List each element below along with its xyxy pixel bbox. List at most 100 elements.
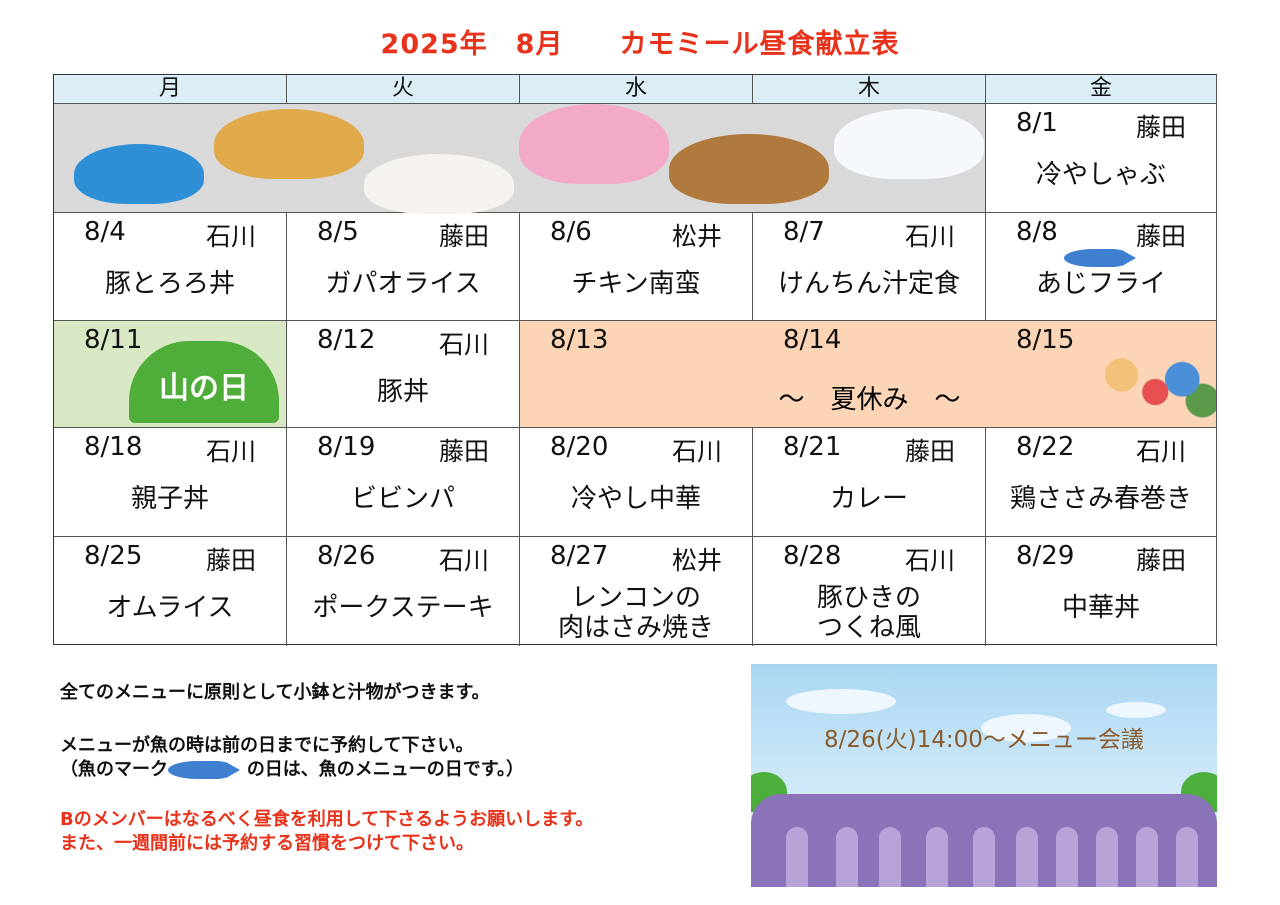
menu-item: 冷やし中華 (570, 484, 701, 514)
family-travel-icon (1081, 341, 1216, 426)
day-date: 8/6 (550, 217, 592, 247)
mountain-day-icon: 山の日 (129, 341, 279, 423)
character-illustration (519, 104, 669, 184)
menu-item: けんちん汁定食 (777, 269, 960, 299)
character-illustration (834, 109, 984, 179)
cook-name: 藤田 (205, 546, 256, 575)
day-cell: 8/12 石川 豚丼 (287, 321, 520, 428)
note-fish-reservation: メニューが魚の時は前の日までに予約して下さい。 (60, 735, 474, 756)
note-fish-mark-a: （魚のマーク (60, 759, 168, 780)
menu-item: あじフライ (1035, 269, 1166, 299)
cook-name: 藤田 (438, 437, 489, 466)
cook-name: 藤田 (438, 222, 489, 251)
cook-name: 藤田 (1135, 222, 1186, 251)
weekday-header: 月 (54, 75, 287, 104)
character-illustration (74, 144, 204, 204)
page-title: 2025年 8月 カモミール昼食献立表 (380, 29, 900, 60)
day-cell: 8/7 石川けんちん汁定食 (753, 213, 986, 321)
menu-item: 豚丼 (376, 377, 429, 407)
menu-item: 冷やしゃぶ (1035, 160, 1166, 190)
day-cell: 8/27 松井レンコンの 肉はさみ焼き (520, 537, 753, 646)
day-date: 8/7 (783, 217, 825, 247)
day-cell: 8/1 藤田 冷やしゃぶ (986, 104, 1217, 213)
day-cell: 8/22 石川鶏ささみ春巻き (986, 428, 1217, 537)
menu-item: ポークステーキ (312, 593, 494, 623)
day-date: 8/5 (317, 217, 359, 247)
fish-icon (1064, 249, 1136, 267)
menu-item: 中華丼 (1061, 593, 1140, 623)
menu-item: 親子丼 (130, 484, 209, 514)
cook-name: 石川 (904, 222, 955, 251)
menu-item: チキン南蛮 (571, 269, 701, 299)
menu-item: ビビンパ (350, 484, 455, 514)
day-cell: 8/11 山の日 (54, 321, 287, 428)
character-illustration (364, 154, 514, 214)
weekday-header: 火 (287, 75, 520, 104)
cook-name: 石川 (205, 437, 256, 466)
cook-name: 松井 (671, 546, 722, 575)
day-date: 8/14 (783, 325, 842, 355)
day-date: 8/18 (84, 432, 143, 462)
cook-name: 藤田 (904, 437, 955, 466)
day-date: 8/29 (1016, 541, 1075, 571)
day-date: 8/13 (550, 325, 609, 355)
day-cell: 8/15 (986, 321, 1217, 428)
cook-name: 石川 (438, 330, 489, 359)
weekday-header: 水 (520, 75, 753, 104)
menu-item: 豚ひきの つくね風 (816, 583, 921, 643)
day-cell: 8/20 石川冷やし中華 (520, 428, 753, 537)
day-cell: 8/19 藤田ビビンパ (287, 428, 520, 537)
cook-name: 松井 (671, 222, 722, 251)
cook-name: 石川 (1135, 437, 1186, 466)
day-cell: 8/21 藤田カレー (753, 428, 986, 537)
day-cell: 8/26 石川ポークステーキ (287, 537, 520, 646)
note-members-request: Bのメンバーはなるべく昼食を利用して下さるようお願いします。 (60, 809, 594, 830)
menu-item: カレー (829, 484, 908, 514)
menu-calendar: 月火水木金 8/1 藤田 冷やしゃぶ 8/4 石川 豚とろろ丼 8/5 藤田 ガパオライス 8/6 松… (53, 74, 1217, 646)
day-date: 8/21 (783, 432, 842, 462)
day-date: 8/20 (550, 432, 609, 462)
menu-item: ガパオライス (325, 269, 481, 299)
day-cell: 8/5 藤田ガパオライス (287, 213, 520, 321)
day-date: 8/12 (317, 325, 376, 355)
day-date: 8/4 (84, 217, 126, 247)
fish-icon (168, 761, 240, 779)
day-date: 8/22 (1016, 432, 1075, 462)
weekday-header: 木 (753, 75, 986, 104)
menu-item: オムライス (106, 593, 234, 623)
menu-item: レンコンの 肉はさみ焼き (557, 583, 714, 643)
summer-break-label: ～ 夏休み ～ (778, 385, 961, 415)
cook-name: 石川 (205, 222, 256, 251)
day-date: 8/8 (1016, 217, 1058, 247)
day-cell: 8/29 藤田中華丼 (986, 537, 1217, 646)
day-date: 8/19 (317, 432, 376, 462)
weekday-header: 金 (986, 75, 1217, 104)
cook-name: 石川 (904, 546, 955, 575)
menu-item: 鶏ささみ春巻き (1009, 484, 1192, 514)
character-illustration (214, 109, 364, 179)
cook-name: 藤田 (1135, 546, 1186, 575)
note-reserve-habit: また、一週間前には予約する習慣をつけて下さい。 (60, 833, 474, 854)
day-cell: 8/25 藤田オムライス (54, 537, 287, 646)
day-date: 8/26 (317, 541, 376, 571)
day-cell: 8/14 (753, 321, 986, 428)
character-illustration (669, 134, 829, 204)
day-date: 8/25 (84, 541, 143, 571)
day-date: 8/1 (1016, 108, 1058, 138)
day-date: 8/15 (1016, 325, 1075, 355)
day-cell: 8/6 松井チキン南蛮 (520, 213, 753, 321)
note-side-dishes: 全てのメニューに原則として小鉢と汁物がつきます。 (60, 682, 490, 703)
day-cell: 8/4 石川豚とろろ丼 (54, 213, 287, 321)
menu-item: 豚とろろ丼 (104, 269, 235, 299)
day-cell: 8/8 藤田あじフライ (986, 213, 1217, 321)
note-fish-mark-b: の日は、魚のメニューの日です。） (246, 759, 525, 780)
day-date: 8/27 (550, 541, 609, 571)
day-cell: 8/18 石川親子丼 (54, 428, 287, 537)
cook-name: 石川 (438, 546, 489, 575)
cook-name: 石川 (671, 437, 722, 466)
day-cell: 8/28 石川豚ひきの つくね風 (753, 537, 986, 646)
note-fish-mark: （魚のマーク の日は、魚のメニューの日です。） (60, 755, 524, 781)
meeting-notice: 8/26(火)14:00～メニュー会議 (824, 727, 1144, 753)
day-cell: 8/13 (520, 321, 753, 428)
day-date: 8/28 (783, 541, 842, 571)
